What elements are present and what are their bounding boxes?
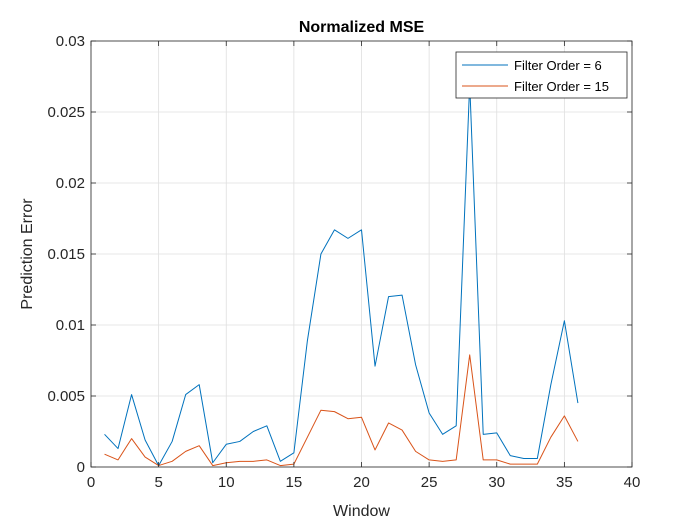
x-tick-label: 30 xyxy=(488,474,505,491)
legend-box xyxy=(455,51,628,99)
y-tick-label: 0.015 xyxy=(47,246,85,263)
y-tick-label: 0.03 xyxy=(56,33,85,50)
x-tick-labels: 0 5 10 15 20 25 30 35 40 xyxy=(87,474,641,491)
x-tick-label: 40 xyxy=(624,474,641,491)
x-tick-label: 10 xyxy=(218,474,235,491)
y-tick-label: 0.005 xyxy=(47,388,85,405)
x-tick-label: 5 xyxy=(154,474,162,491)
tick-marks xyxy=(90,40,633,468)
series-layer xyxy=(104,83,579,467)
y-tick-label: 0.01 xyxy=(56,317,85,334)
y-axis-label: Prediction Error xyxy=(19,198,36,310)
y-tick-labels: 0 0.005 0.01 0.015 0.02 0.025 0.03 xyxy=(47,33,85,476)
x-tick-label: 35 xyxy=(556,474,573,491)
x-axis-label: Window xyxy=(333,503,390,520)
y-tick-label: 0.025 xyxy=(47,104,85,121)
legend: Filter Order = 6 Filter Order = 15 xyxy=(455,51,628,99)
x-tick-label: 20 xyxy=(353,474,370,491)
x-tick-label: 15 xyxy=(286,474,303,491)
legend-label-1: Filter Order = 6 xyxy=(514,58,602,73)
series-line-2 xyxy=(104,354,579,467)
x-tick-label: 0 xyxy=(87,474,95,491)
y-tick-label: 0 xyxy=(77,459,85,476)
legend-label-2: Filter Order = 15 xyxy=(514,79,609,94)
x-tick-label: 25 xyxy=(421,474,438,491)
series-line-1 xyxy=(104,83,579,467)
y-tick-label: 0.02 xyxy=(56,175,85,192)
chart-title: Normalized MSE xyxy=(299,19,425,36)
